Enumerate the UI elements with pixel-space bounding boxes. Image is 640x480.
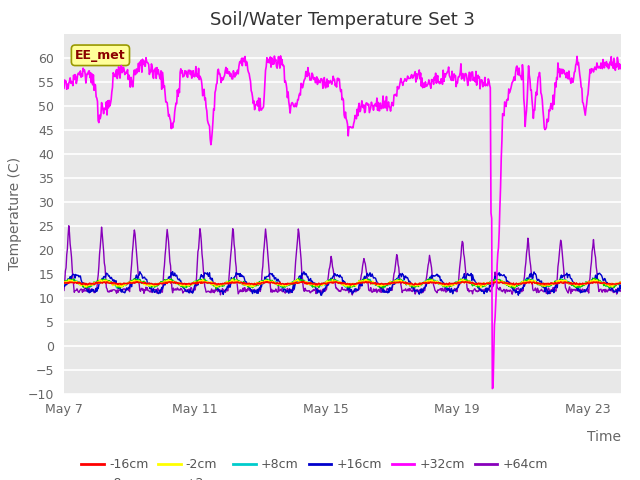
Legend: -16cm, -8cm, -2cm, +2cm, +8cm, +16cm, +32cm, +64cm: -16cm, -8cm, -2cm, +2cm, +8cm, +16cm, +3… [76,453,553,480]
Text: EE_met: EE_met [75,49,126,62]
Title: Soil/Water Temperature Set 3: Soil/Water Temperature Set 3 [210,11,475,29]
Text: Time: Time [587,430,621,444]
Y-axis label: Temperature (C): Temperature (C) [8,157,22,270]
